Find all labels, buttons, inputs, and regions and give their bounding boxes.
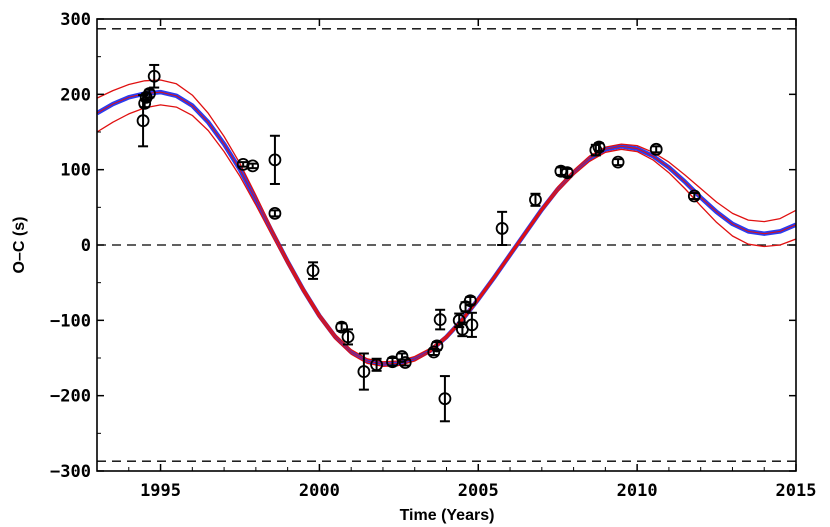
data-marker	[268, 206, 282, 220]
y-tick-label: 100	[60, 161, 91, 181]
data-marker	[341, 330, 355, 344]
observation-point	[335, 320, 349, 334]
y-tick-label: −200	[50, 387, 91, 407]
x-tick-label: 2005	[458, 481, 499, 501]
observation-point	[560, 166, 574, 180]
data-marker	[335, 320, 349, 334]
y-axis-ticks: 300 200 100 0 −100 −200 −300	[50, 10, 796, 482]
observation-point	[268, 134, 282, 185]
data-marker	[357, 365, 371, 378]
y-tick-label: 0	[81, 236, 91, 256]
x-axis-title: Time (Years)	[400, 507, 495, 524]
data-marker	[370, 358, 384, 372]
x-tick-label: 2015	[776, 481, 817, 501]
upper-bound-curve	[97, 79, 796, 363]
data-marker	[430, 339, 444, 353]
observation-point	[433, 308, 447, 331]
observation-point	[611, 155, 625, 169]
observation-point	[452, 312, 466, 329]
data-marker	[463, 294, 477, 308]
observation-point	[495, 210, 509, 246]
observation-point	[306, 261, 320, 280]
data-marker	[246, 159, 260, 173]
observation-point	[147, 63, 161, 89]
observation-point	[398, 356, 412, 369]
data-marker	[438, 392, 452, 406]
data-marker	[268, 153, 282, 167]
best-fit-curve-core	[97, 91, 796, 365]
data-marker	[687, 189, 701, 203]
data-marker	[611, 155, 625, 169]
data-marker	[395, 350, 409, 363]
data-marker	[560, 166, 574, 180]
observation-point	[246, 159, 260, 173]
observation-point	[438, 375, 452, 423]
y-tick-label: 300	[60, 10, 91, 30]
observation-points	[136, 63, 701, 423]
data-marker	[386, 355, 399, 369]
data-marker	[465, 318, 479, 332]
observation-point	[268, 206, 282, 220]
observation-point	[430, 339, 444, 353]
data-marker	[649, 142, 663, 156]
best-fit-curve	[97, 89, 796, 367]
x-tick-label: 2000	[299, 481, 340, 501]
x-tick-label: 2010	[617, 481, 658, 501]
data-marker	[306, 264, 320, 278]
observation-point	[455, 321, 469, 338]
data-marker	[398, 356, 412, 369]
data-marker	[136, 114, 150, 128]
observation-point	[463, 294, 477, 308]
y-axis-title: O–C (s)	[11, 217, 28, 274]
data-marker	[592, 140, 606, 154]
model-curves	[97, 79, 796, 367]
data-marker	[529, 193, 542, 207]
y-tick-label: 200	[60, 85, 91, 105]
y-tick-label: −300	[50, 462, 91, 482]
observation-point	[370, 357, 384, 372]
observation-point	[136, 94, 150, 148]
data-marker	[147, 69, 161, 83]
observation-point	[649, 142, 663, 156]
observation-point	[529, 192, 542, 207]
observation-point	[341, 328, 355, 346]
reference-lines	[97, 28, 796, 462]
observation-point	[687, 189, 701, 203]
observation-point	[465, 311, 479, 338]
data-marker	[495, 222, 509, 235]
lower-bound-curve	[97, 104, 796, 367]
x-tick-label: 1995	[140, 481, 181, 501]
data-marker	[427, 345, 441, 359]
x-axis-ticks: 1995 2000 2005 2010 2015	[128, 19, 817, 501]
observation-point	[357, 352, 371, 391]
observation-point	[592, 140, 606, 154]
y-tick-label: −100	[50, 311, 91, 331]
data-marker	[433, 313, 447, 326]
